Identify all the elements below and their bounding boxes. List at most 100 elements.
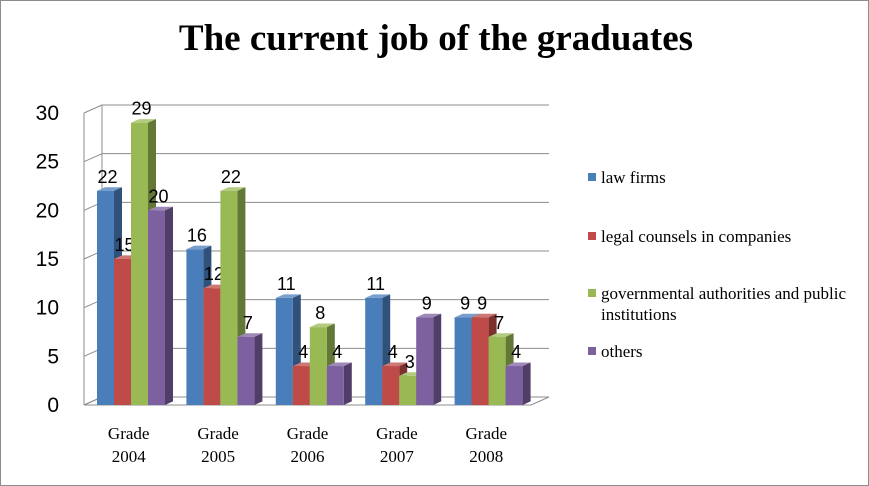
legend-swatch	[588, 289, 596, 297]
data-label: 11	[277, 274, 296, 294]
chart-title: The current job of the graduates	[178, 18, 694, 59]
bar-front	[131, 122, 148, 405]
bar-front	[454, 317, 472, 405]
bar-top	[488, 333, 514, 337]
legend-label: governmental authorities and public inst…	[601, 284, 847, 324]
bar-front	[203, 288, 221, 405]
bar-top	[326, 362, 352, 367]
bar-front	[416, 317, 434, 405]
bar-front	[326, 366, 344, 405]
bar-top	[471, 313, 497, 318]
legend-item: legal counsels in companies	[588, 226, 866, 247]
data-label: 9	[460, 293, 470, 313]
bar-front	[488, 336, 506, 405]
y-tick-label: 15	[36, 248, 59, 271]
depth-gridline	[83, 153, 103, 163]
x-tick-label: 2006	[291, 447, 325, 466]
bar-top	[220, 187, 246, 191]
bar	[148, 206, 173, 405]
bar-top	[382, 362, 408, 367]
data-label: 22	[221, 167, 241, 187]
data-label: 12	[204, 264, 224, 284]
data-label: 7	[243, 313, 253, 333]
x-tick-label: Grade	[108, 424, 150, 443]
bar-front	[186, 249, 204, 405]
data-label: 3	[405, 352, 415, 372]
bar-side	[343, 362, 352, 405]
bar-front	[114, 259, 131, 405]
legend-item: law firms	[588, 167, 866, 188]
legend-label: legal counsels in companies	[601, 227, 792, 246]
x-tick-label: Grade	[466, 424, 508, 443]
data-label: 20	[148, 186, 168, 206]
bar-top	[148, 206, 173, 211]
data-label: 22	[97, 167, 117, 187]
legend-swatch	[588, 347, 596, 355]
y-tick-label: 30	[36, 102, 59, 125]
legend-item: others	[588, 341, 866, 362]
bar-front	[399, 375, 417, 405]
data-label: 4	[298, 342, 308, 362]
data-label: 4	[511, 342, 521, 362]
bar-front	[148, 210, 165, 405]
bar-top	[365, 294, 391, 298]
y-tick-label: 25	[36, 151, 59, 174]
data-label: 4	[332, 342, 342, 362]
bar-side	[254, 333, 263, 405]
bar-top	[309, 323, 335, 328]
bar-front	[275, 297, 293, 405]
x-tick-label: 2007	[380, 447, 415, 466]
bar-side	[522, 362, 531, 405]
y-tick-label: 20	[36, 199, 59, 222]
x-tick-label: 2005	[201, 447, 235, 466]
y-tick-label: 0	[47, 394, 59, 417]
bar	[237, 333, 263, 405]
bar-front	[237, 336, 255, 405]
y-tick-label: 5	[47, 345, 59, 368]
legend-label: law firms	[601, 168, 666, 187]
depth-gridline	[83, 104, 103, 114]
data-label: 4	[388, 342, 398, 362]
bar-front	[471, 317, 489, 405]
data-label: 11	[366, 274, 385, 294]
data-label: 9	[422, 293, 432, 313]
x-tick-label: 2004	[112, 447, 147, 466]
bar-side	[433, 313, 442, 405]
legend-item: governmental authorities and public inst…	[588, 283, 866, 325]
bar-side	[165, 206, 173, 405]
bar	[416, 313, 442, 405]
bar-top	[275, 294, 301, 298]
x-tick-label: Grade	[376, 424, 418, 443]
legend-swatch	[588, 173, 596, 181]
x-tick-label: Grade	[287, 424, 329, 443]
data-label: 8	[315, 303, 325, 323]
bar-front	[505, 366, 523, 405]
bar-top	[505, 362, 531, 367]
legend-swatch	[588, 232, 596, 240]
x-tick-label: Grade	[197, 424, 239, 443]
data-label: 16	[187, 225, 207, 245]
bar	[505, 362, 531, 405]
bar-front	[309, 327, 327, 405]
bar-top	[97, 187, 122, 191]
data-label: 7	[494, 313, 504, 333]
legend-label: others	[601, 342, 643, 361]
bar-front	[220, 190, 238, 405]
data-label: 15	[114, 235, 134, 255]
y-tick-label: 10	[36, 297, 59, 320]
bar-top	[454, 313, 480, 318]
bar	[326, 362, 352, 405]
data-label: 29	[131, 99, 151, 119]
bar-top	[237, 333, 263, 337]
bar-top	[131, 119, 156, 123]
bar-front	[365, 297, 383, 405]
bar-front	[382, 366, 400, 405]
bar-front	[97, 190, 114, 405]
bar-top	[186, 245, 212, 250]
bar-top	[416, 313, 442, 318]
bar-front	[292, 366, 310, 405]
data-label: 9	[477, 293, 487, 313]
x-tick-label: 2008	[469, 447, 503, 466]
